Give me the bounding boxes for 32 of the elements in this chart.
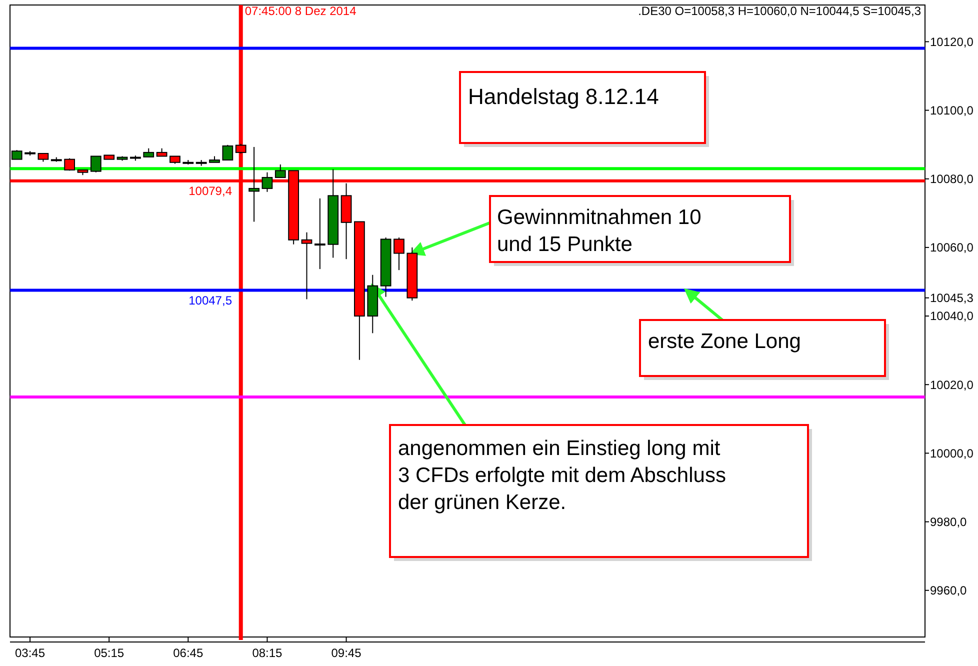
candlestick	[222, 144, 234, 160]
annotation: Handelstag 8.12.14	[468, 84, 659, 109]
y-tick-label: 10080,0	[930, 172, 974, 186]
y-tick-label: 10020,0	[930, 378, 974, 392]
annotation: .DE30 O=10058,3 H=10060,0 N=10044,5 S=10045,3	[638, 4, 922, 18]
candlestick	[301, 232, 312, 300]
candlestick	[314, 198, 326, 270]
y-tick-label: 10000,0	[930, 446, 974, 460]
x-tick-label: 05:15	[94, 646, 124, 660]
candlestick	[248, 146, 260, 222]
y-tick-label: 9960,0	[930, 584, 968, 598]
annotation: Gewinnmitnahmen 10 und 15 Punkte	[497, 206, 702, 256]
ref-line-label: 10047,5	[188, 293, 232, 308]
candlestick	[262, 172, 273, 192]
x-tick-label: 08:15	[252, 646, 283, 660]
y-tick-label: 10045,3	[930, 291, 974, 306]
ref-line-label: 07:45:00 8 Dez 2014	[244, 4, 357, 18]
y-tick-label: 10120,0	[930, 34, 974, 49]
x-tick-label: 03:45	[15, 646, 46, 660]
y-tick-label: 10040,0	[930, 309, 974, 324]
y-tick-label: 9980,0	[930, 514, 968, 529]
candlestick	[64, 158, 75, 172]
candlestick	[274, 164, 286, 178]
candlestick	[90, 156, 102, 173]
annotation: angenommen ein Einstieg long mit 3 CFDs erfolgte mit dem Abschluss der grünen Kerze.	[398, 437, 726, 514]
annotation: erste Zone Long	[648, 330, 801, 353]
x-tick-label: 09:45	[331, 646, 362, 660]
y-tick-label: 10060,0	[930, 240, 974, 255]
x-tick-label: 06:45	[173, 646, 204, 660]
y-tick-label: 10100,0	[930, 103, 974, 118]
ref-line-label: 10079,4	[188, 184, 232, 198]
candlestick	[394, 237, 404, 271]
